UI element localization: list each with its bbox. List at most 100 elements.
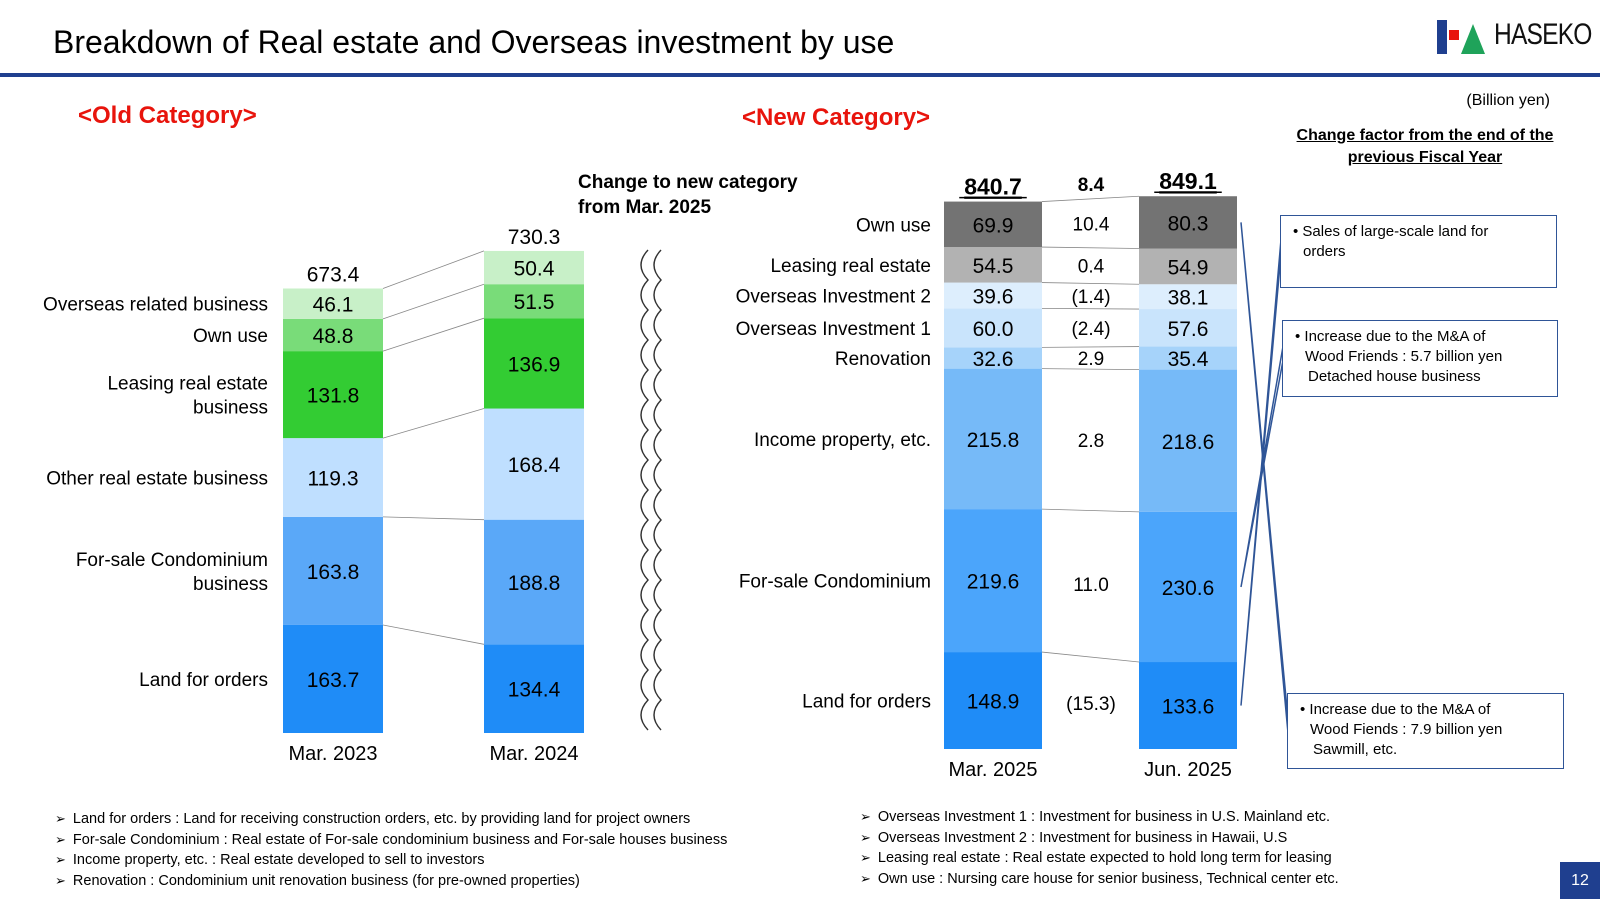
bar-segment-overseas-investment-1 <box>944 308 1042 348</box>
old-category-heading: <Old Category> <box>78 102 257 129</box>
bar-segment-leasing-real-estate-business <box>484 318 584 409</box>
bar-segment-overseas-investment-2 <box>1139 284 1237 310</box>
data-label: 39.6 <box>973 285 1014 308</box>
footnote-item: Leasing real estate : Real estate expect… <box>860 848 1339 869</box>
bar-segment-land-for-orders <box>1139 662 1237 749</box>
legend-label: Other real estate business <box>46 468 268 489</box>
change-label: 10.4 <box>1073 214 1110 235</box>
legend-label: Land for orders <box>802 692 931 713</box>
legend-label: Overseas Investment 1 <box>736 319 931 340</box>
total-label: 730.3 <box>508 226 561 249</box>
callout-line: • Sales of large-scale land for <box>1293 223 1489 240</box>
logo-triangle-green <box>1461 24 1485 54</box>
connector-line <box>1041 651 1140 663</box>
total-label: 673.4 <box>307 263 360 286</box>
bar-segment-for-sale-condominium <box>944 509 1042 653</box>
page-title: Breakdown of Real estate and Overseas in… <box>53 24 895 60</box>
footnote-item: For-sale Condominium : Real estate of Fo… <box>55 830 727 851</box>
bar-segment-own-use <box>484 284 584 319</box>
callout-for-sale-condominium: • Increase due to the M&A of Wood Friend… <box>1282 320 1558 397</box>
connector-line <box>1041 195 1140 202</box>
legend-label: Leasing real estate <box>107 374 268 395</box>
bar-segment-for-sale-condominium-business <box>283 516 383 625</box>
connector-line <box>1041 246 1140 249</box>
haseko-logo <box>1437 20 1485 54</box>
legend-label: business <box>193 398 268 419</box>
data-label: 136.9 <box>508 353 561 376</box>
logo-text: HASEKO <box>1494 18 1592 51</box>
data-label: 133.6 <box>1162 696 1215 719</box>
x-tick-label: Mar. 2025 <box>949 759 1038 781</box>
callout-line: Wood Fiends : 7.9 billion yen <box>1310 721 1503 738</box>
new-category-heading: <New Category> <box>742 104 931 131</box>
connector-line <box>382 317 485 352</box>
legend-label: Land for orders <box>139 670 268 691</box>
total-label: 840.7 <box>964 174 1022 200</box>
change-note-line-2: from Mar. 2025 <box>578 197 712 218</box>
data-label: 163.7 <box>307 669 360 692</box>
legend-label: Overseas Investment 2 <box>736 286 931 307</box>
callout-line: Sawmill, etc. <box>1313 741 1398 758</box>
callout-land-for-orders: • Sales of large-scale land for orders <box>1280 215 1557 288</box>
data-label: 69.9 <box>973 214 1014 237</box>
title-rule <box>0 73 1600 77</box>
bar-segment-own-use <box>1139 196 1237 249</box>
bar-segment-income-property-etc <box>1139 369 1237 512</box>
data-label: 148.9 <box>967 691 1020 714</box>
legend-label: Overseas related business <box>43 295 268 316</box>
data-label: 57.6 <box>1168 318 1209 341</box>
bar-segment-leasing-real-estate <box>944 247 1042 283</box>
connector-line <box>382 516 485 521</box>
x-tick-label: Mar. 2023 <box>289 743 378 765</box>
data-label: 80.3 <box>1168 212 1209 235</box>
page-number: 12 <box>1560 862 1600 899</box>
data-label: 168.4 <box>508 454 561 477</box>
data-label: 46.1 <box>313 294 354 317</box>
bar-segment-overseas-investment-1 <box>1139 309 1237 347</box>
footnote-item: Overseas Investment 2 : Investment for b… <box>860 828 1339 849</box>
legend-label: business <box>193 574 268 595</box>
callout-line: orders <box>1303 243 1346 260</box>
change-factor-heading: Change factor from the end of the previo… <box>1296 127 1554 166</box>
connector-line <box>1041 346 1140 348</box>
connector-line <box>1041 508 1140 513</box>
connector-line <box>382 408 485 439</box>
connector-line <box>382 250 485 289</box>
data-label: 51.5 <box>514 291 555 314</box>
axis-break-line <box>653 249 662 731</box>
data-label: 50.4 <box>514 258 555 281</box>
footnote-item: Renovation : Condominium unit renovation… <box>55 871 727 892</box>
bar-segment-own-use <box>283 318 383 352</box>
data-label: 188.8 <box>508 572 561 595</box>
total-label: 849.1 <box>1159 168 1217 194</box>
x-tick-label: Mar. 2024 <box>490 743 579 765</box>
bar-segment-other-real-estate-business <box>484 408 584 520</box>
data-label: 54.9 <box>1168 256 1209 279</box>
data-label: 60.0 <box>973 318 1014 341</box>
change-label: (2.4) <box>1071 319 1110 340</box>
bar-segment-land-for-orders <box>283 624 383 733</box>
change-label: (1.4) <box>1071 287 1110 308</box>
callout-pointer <box>1240 222 1289 734</box>
bar-segment-overseas-related-business <box>484 250 584 285</box>
connector-line <box>1041 282 1140 285</box>
callout-pointer <box>1240 239 1282 706</box>
change-note-line-1: Change to new category <box>578 172 798 193</box>
connector-line <box>1041 368 1140 370</box>
data-label: 215.8 <box>967 429 1020 452</box>
change-label: 2.9 <box>1078 349 1104 370</box>
change-label: 2.8 <box>1078 431 1104 452</box>
bar-segment-land-for-orders <box>484 644 584 733</box>
bar-segment-renovation <box>944 347 1042 369</box>
change-label: (15.3) <box>1066 694 1116 715</box>
change-category-note: Change to new category from Mar. 2025 <box>578 170 798 220</box>
data-label: 48.8 <box>313 325 354 348</box>
unit-label: (Billion yen) <box>1466 92 1550 109</box>
callout-line: • Increase due to the M&A of <box>1300 701 1491 718</box>
bar-segment-own-use <box>944 201 1042 248</box>
footnotes-right: Overseas Investment 1 : Investment for b… <box>860 807 1339 889</box>
footnote-item: Own use : Nursing care house for senior … <box>860 869 1339 890</box>
connector-line <box>382 283 485 320</box>
connector-line <box>1041 307 1140 310</box>
